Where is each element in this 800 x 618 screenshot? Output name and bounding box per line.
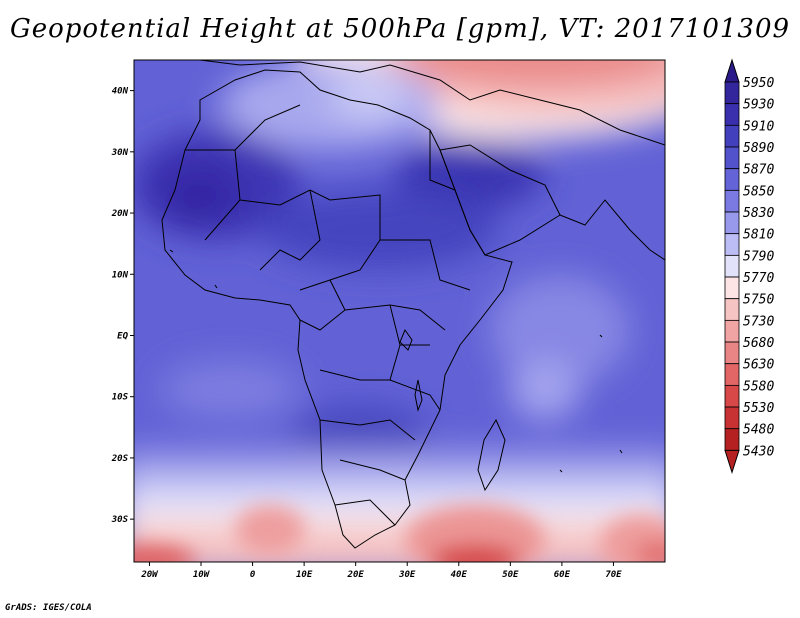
colorbar-level-label: 5630 (743, 358, 774, 373)
y-tick-label: 30N (111, 148, 129, 158)
height-field (134, 60, 665, 562)
colorbar-swatch (724, 81, 740, 105)
colorbar-swatch (724, 428, 740, 451)
colorbar-swatch (724, 276, 740, 300)
colorbar-level-label: 5750 (743, 293, 774, 308)
colorbar-level-label: 5810 (743, 228, 774, 243)
colorbar-level-label: 5930 (743, 98, 774, 113)
colorbar-level-label: 5580 (743, 379, 774, 394)
colorbar-level-label: 5890 (743, 141, 774, 156)
x-tick-label: 70E (605, 570, 622, 580)
colorbar-swatch (724, 146, 740, 170)
colorbar-swatch (724, 211, 740, 235)
colorbar-level-label: 5850 (743, 184, 774, 199)
y-tick-label: 10N (112, 270, 129, 280)
country-borders (161, 60, 665, 549)
y-tick-label: 40N (112, 87, 129, 97)
colorbar-level-label: 5480 (743, 423, 774, 438)
x-tick-label: 50E (502, 570, 519, 580)
colorbar-swatch (724, 341, 740, 365)
colorbar: 5950 5930 5910 5890 5870 5850 5830 5810 5790 5770… (724, 58, 774, 475)
y-tick-label: 30S (111, 515, 129, 525)
colorbar-level-label: 5830 (743, 206, 774, 221)
colorbar-swatch (724, 168, 740, 191)
y-tick-label: 20S (111, 454, 129, 464)
x-tick-label: 10W (193, 570, 211, 580)
colorbar-swatch (724, 233, 740, 256)
colorbar-swatch (724, 124, 740, 148)
y-tick-label: 20N (111, 209, 129, 219)
colorbar-swatch (724, 103, 740, 126)
y-tick-label: EQ (117, 331, 128, 341)
colorbar-level-label: 5950 (743, 76, 774, 91)
colorbar-level-label: 5530 (743, 401, 774, 416)
map-title: Geopotential Height at 500hPa [gpm], VT:… (9, 14, 791, 44)
y-axis-ticks: 40N 30N 20N 10N EQ 10S 20S 30S (111, 87, 134, 525)
colorbar-level-label: 5790 (743, 249, 774, 264)
colorbar-swatch (724, 363, 740, 386)
colorbar-level-label: 5680 (743, 336, 774, 351)
x-tick-label: 30E (398, 570, 416, 580)
colorbar-top-arrow (724, 58, 740, 83)
colorbar-level-label: 5910 (743, 119, 774, 134)
x-tick-label: 20W (140, 570, 159, 580)
y-tick-label: 10S (112, 393, 129, 403)
colorbar-bottom-arrow (724, 449, 740, 475)
colorbar-level-label: 5730 (743, 314, 774, 329)
x-tick-label: 40E (451, 570, 468, 580)
colorbar-swatch (724, 254, 740, 278)
colorbar-swatch (724, 406, 740, 430)
colorbar-level-label: 5870 (743, 163, 774, 178)
plot-frame (133, 59, 666, 563)
colorbar-level-label: 5770 (743, 271, 774, 286)
x-tick-label: 20E (347, 570, 365, 580)
x-tick-label: 60E (554, 570, 571, 580)
x-tick-label: 10E (296, 570, 313, 580)
colorbar-level-label: 5430 (743, 444, 774, 459)
colorbar-swatch (724, 298, 740, 321)
x-tick-label: 0 (250, 570, 256, 580)
grads-credit: GrADS: IGES/COLA (5, 603, 92, 613)
colorbar-swatch (724, 384, 740, 408)
x-axis-ticks: 20W 10W 0 10E 20E 30E 40E 50E 60E 70E (140, 562, 622, 580)
colorbar-swatch (724, 319, 740, 343)
colorbar-swatch (724, 189, 740, 213)
